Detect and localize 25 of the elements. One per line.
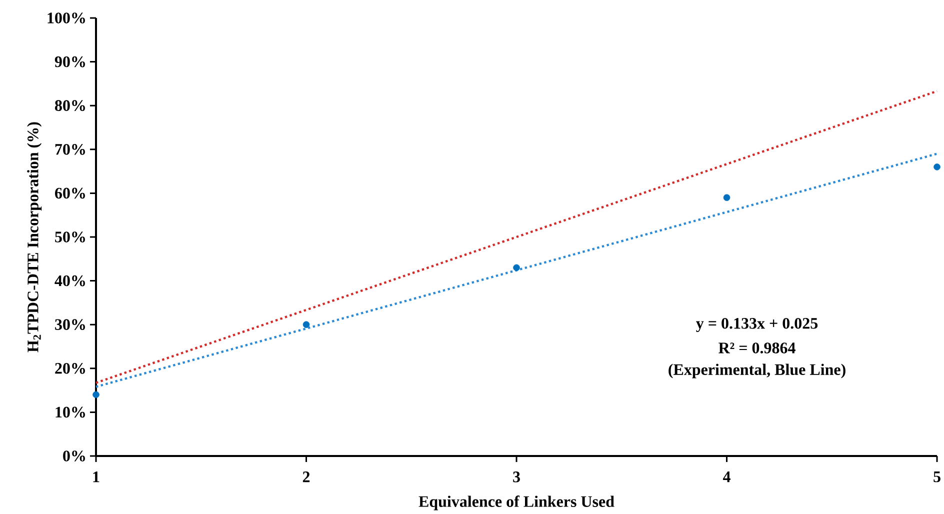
point: [513, 264, 520, 272]
x-tick-label: 2: [302, 472, 310, 482]
y-tick-label: 0%: [63, 450, 85, 462]
y-tick-label: 50%: [55, 232, 85, 242]
y-tick-label: 90%: [54, 56, 85, 68]
y-tick-label: 60%: [55, 188, 85, 199]
annotation: R² = 0.9864: [718, 342, 796, 354]
y-tick-label: 20%: [55, 362, 85, 374]
point: [723, 194, 730, 201]
x-tick-label: 1: [93, 472, 100, 482]
y-tick-label: 70%: [55, 144, 85, 155]
x-tick-label: 5: [934, 472, 940, 482]
annotation: (Experimental, Blue Line): [668, 364, 846, 378]
y-axis-title: H$_{2}$TPDC-DTE Incorporation (%): [27, 122, 42, 352]
x-tick-label: 3: [513, 472, 520, 482]
y-tick-label: 100%: [48, 12, 85, 24]
x-tick-label: 4: [722, 472, 730, 482]
annotation: y = 0.133x + 0.025: [696, 318, 818, 332]
x-axis-title: Equivalence of Linkers Used: [418, 496, 614, 510]
point: [92, 391, 100, 398]
point: [302, 321, 310, 328]
y-tick-label: 80%: [55, 100, 85, 112]
y-tick-label: 10%: [56, 406, 85, 418]
y-tick-label: 40%: [54, 275, 85, 286]
y-tick-label: 30%: [55, 319, 85, 330]
